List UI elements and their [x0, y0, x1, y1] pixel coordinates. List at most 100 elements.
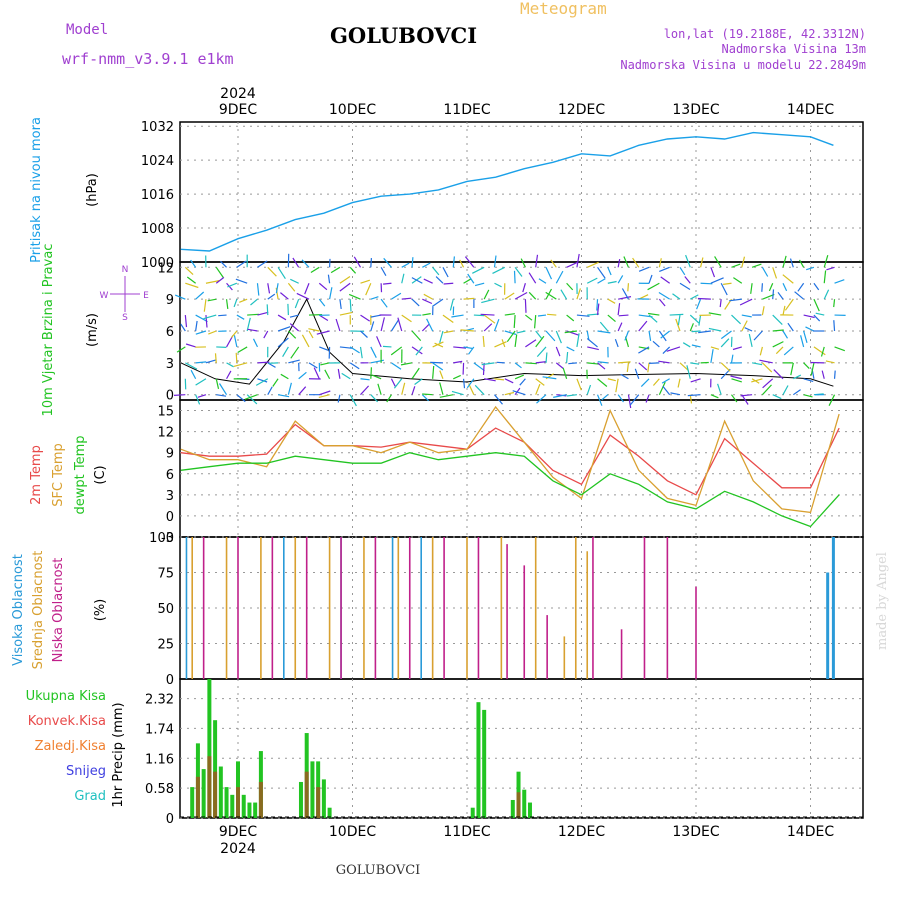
wind-barb: [638, 266, 650, 272]
wind-barb: [691, 344, 701, 348]
y-tick-label: 12: [157, 261, 174, 276]
wind-barb: [547, 313, 557, 316]
cloud-ylabel: (%): [93, 599, 108, 622]
model-name: wrf-nmm_v3.9.1 e1km: [62, 50, 234, 68]
compass-rose: N S W E: [100, 265, 150, 323]
wind-barb: [289, 314, 299, 318]
wind-barb: [535, 335, 545, 348]
wind-barb: [208, 330, 217, 335]
y-tick-label: 1016: [141, 188, 174, 203]
wind-barb: [638, 362, 648, 371]
wind-barb: [690, 362, 700, 365]
wind-barb: [782, 330, 789, 339]
wind-barb: [741, 320, 748, 332]
y-tick-label: 1008: [141, 222, 174, 237]
wind-barb: [833, 299, 836, 308]
wind-barb: [672, 293, 681, 300]
wind-barb: [411, 330, 422, 342]
wind-barb: [691, 330, 701, 333]
wind-barb: [435, 276, 444, 284]
wind-barb: [617, 394, 624, 403]
wind-barb: [732, 346, 742, 351]
wind-barb: [426, 318, 434, 332]
wind-barb: [481, 298, 495, 304]
wind-barb: [525, 362, 537, 365]
wind-barb: [522, 283, 526, 293]
wind-barb: [634, 368, 640, 379]
wind-barb: [751, 378, 763, 383]
wind-barb: [484, 378, 496, 382]
wind-barb: [566, 261, 578, 268]
wind-barb: [504, 378, 514, 384]
wind-barb: [393, 378, 403, 389]
panel-frame: [179, 678, 864, 819]
wind-barb: [247, 313, 259, 316]
wind-barb: [225, 299, 229, 309]
wind-barb: [797, 282, 805, 292]
wind-barb: [607, 378, 616, 382]
wind-barb: [620, 373, 629, 380]
wind-barb: [360, 314, 371, 322]
wind-barb: [401, 262, 410, 268]
wind-barb: [411, 367, 420, 380]
wind-barb: [337, 368, 341, 379]
wind-barb: [504, 313, 515, 316]
wind-barb: [741, 394, 749, 405]
wind-barb: [411, 298, 420, 307]
wind-barb: [813, 314, 821, 322]
wind-barb: [227, 282, 238, 288]
wind-barb: [652, 340, 660, 348]
wind-barb: [439, 382, 444, 395]
wind-barb: [360, 330, 368, 338]
wind-barb: [670, 392, 681, 396]
wind-barb: [689, 294, 699, 300]
y-tick-label: 2.32: [145, 693, 174, 708]
wind-barb: [638, 346, 650, 354]
wind-barb: [215, 276, 225, 284]
wind-barb: [349, 266, 357, 274]
wind-barb: [803, 330, 808, 343]
wind-barb: [432, 365, 435, 379]
wind-barb: [720, 338, 730, 348]
temp-ylabel: (C): [93, 465, 108, 484]
precip-bar: [527, 802, 532, 818]
wind-barb: [647, 362, 650, 373]
wind-barb: [679, 282, 691, 291]
wind-barb: [524, 299, 527, 313]
wind-barb: [660, 276, 671, 284]
wind-barb: [772, 289, 775, 300]
wind-barb: [480, 313, 495, 316]
legend-snijeg: Snijeg: [66, 764, 106, 779]
wind-barb: [777, 291, 784, 300]
wind-barb: [607, 314, 616, 323]
wind-barb: [607, 280, 617, 284]
wind-barb: [233, 335, 238, 348]
wind-barb: [597, 378, 608, 387]
wind-barb: [411, 386, 416, 395]
wind-barb: [318, 394, 330, 398]
wind-barb: [607, 298, 616, 304]
wind-barb: [185, 343, 196, 348]
wind-barb: [648, 274, 653, 284]
wind-barb: [519, 378, 526, 386]
wind-barb: [277, 337, 289, 348]
wind-title: 10m Vjetar Brzina i Pravac: [41, 244, 56, 417]
wind-title-text: 10m Vjetar Brzina i Pravac: [41, 244, 56, 417]
wind-barb: [520, 258, 526, 268]
wind-barb: [451, 390, 464, 396]
wind-barb: [401, 273, 405, 284]
wind-barb: [377, 383, 382, 395]
wind-barb: [627, 283, 630, 292]
wind-barb: [586, 384, 592, 395]
wind-barb: [662, 346, 671, 355]
wind-barb: [790, 362, 794, 376]
wind-barb: [512, 390, 526, 396]
wind-barb: [422, 298, 433, 305]
wind-barb: [359, 346, 363, 359]
wind-barb: [560, 289, 568, 300]
wind-barb: [597, 278, 606, 284]
wind-barb: [566, 282, 574, 291]
wind-barb: [645, 394, 650, 403]
